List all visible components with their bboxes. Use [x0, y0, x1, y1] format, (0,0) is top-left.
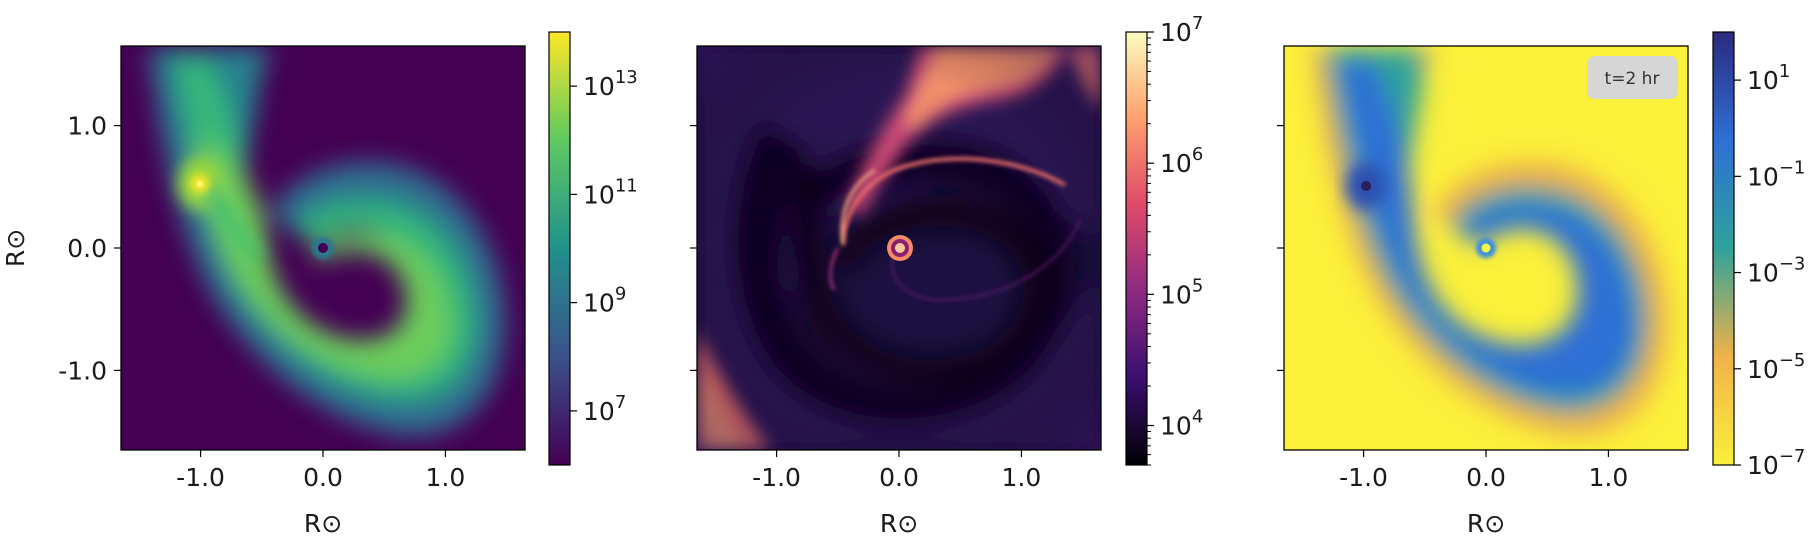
- companion-star-marker-3: [1361, 181, 1371, 191]
- colorbar-3: [1713, 32, 1734, 465]
- x-tick-label: 0.0: [303, 463, 343, 492]
- colorbar-tick-label: 1011: [583, 175, 638, 209]
- primary-star-marker-2: [895, 243, 905, 253]
- x-tick-label: 0.0: [1466, 463, 1506, 492]
- heatmap-image-1: [121, 46, 525, 450]
- heatmap-image-3: [1284, 46, 1688, 450]
- y-axis-2: [690, 126, 697, 371]
- panel-1: -1.00.01.0 1.00.0-1.0 R⊙ R⊙ 101310111091…: [1, 32, 638, 538]
- x-axis-3: -1.0 0.0 1.0: [1339, 450, 1628, 492]
- x-axis-2: -1.0 0.0 1.0: [752, 450, 1041, 492]
- colorbar-tick-label: 10−5: [1747, 350, 1805, 384]
- companion-star-marker: [197, 181, 204, 188]
- colorbar-tick-label: 107: [1160, 13, 1203, 47]
- x-tick-label: 0.0: [879, 463, 919, 492]
- y-tick-label: 0.0: [67, 234, 107, 263]
- colorbar-ticks-3: 101 10−1 10−3 10−5 10−7: [1734, 61, 1805, 480]
- x-axis-1: -1.0 0.0 1.0: [176, 450, 465, 492]
- colorbar-2: [1126, 32, 1147, 465]
- y-tick-label: 1.0: [67, 112, 107, 141]
- y-axis-label-1: R⊙: [1, 229, 30, 267]
- x-tick-label: -1.0: [1339, 463, 1388, 492]
- y-axis-1: 1.0 0.0 -1.0: [58, 112, 121, 386]
- primary-star-marker-3: [1482, 244, 1491, 253]
- x-axis-label-1: R⊙: [304, 509, 342, 538]
- colorbar-tick-label: 10−1: [1747, 157, 1805, 191]
- x-tick-label: 1.0: [1589, 463, 1629, 492]
- colorbar-tick-label: 107: [583, 392, 626, 426]
- colorbar-ticks-1: 1013 1011 109 107: [570, 67, 638, 426]
- x-tick-label: 1.0: [426, 463, 466, 492]
- time-annotation: t=2 hr: [1587, 56, 1678, 99]
- colorbar-tick-label: 10−7: [1747, 446, 1805, 480]
- colorbar-tick-label: 109: [583, 284, 626, 318]
- y-tick-label: -1.0: [58, 356, 107, 385]
- x-tick-label: -1.0: [752, 463, 801, 492]
- primary-star-marker: [318, 243, 328, 253]
- svg-text:t=2 hr: t=2 hr: [1605, 69, 1660, 89]
- heatmap-image-2: [697, 46, 1101, 450]
- x-axis-label-3: R⊙: [1467, 509, 1505, 538]
- x-axis-label-2: R⊙: [880, 509, 918, 538]
- x-tick-label: -1.0: [176, 463, 225, 492]
- colorbar-ticks-2: 107 106 105 104: [1147, 13, 1203, 465]
- colorbar-tick-label: 10−3: [1747, 254, 1805, 288]
- panel-2: -1.0 0.0 1.0 R⊙ 107 106 105 104: [690, 13, 1203, 538]
- y-axis-3: [1277, 126, 1284, 371]
- colorbar-1: [549, 32, 570, 465]
- colorbar-tick-label: 105: [1160, 275, 1203, 309]
- x-tick-label: 1.0: [1002, 463, 1042, 492]
- panel-3: t=2 hr -1.0 0.0 1.0 R⊙ 101 10−1 10−3 10−5 10−7: [1277, 32, 1805, 538]
- colorbar-tick-label: 1013: [583, 67, 638, 101]
- colorbar-tick-label: 101: [1747, 61, 1790, 95]
- colorbar-tick-label: 104: [1160, 407, 1203, 441]
- colorbar-tick-label: 106: [1160, 144, 1203, 178]
